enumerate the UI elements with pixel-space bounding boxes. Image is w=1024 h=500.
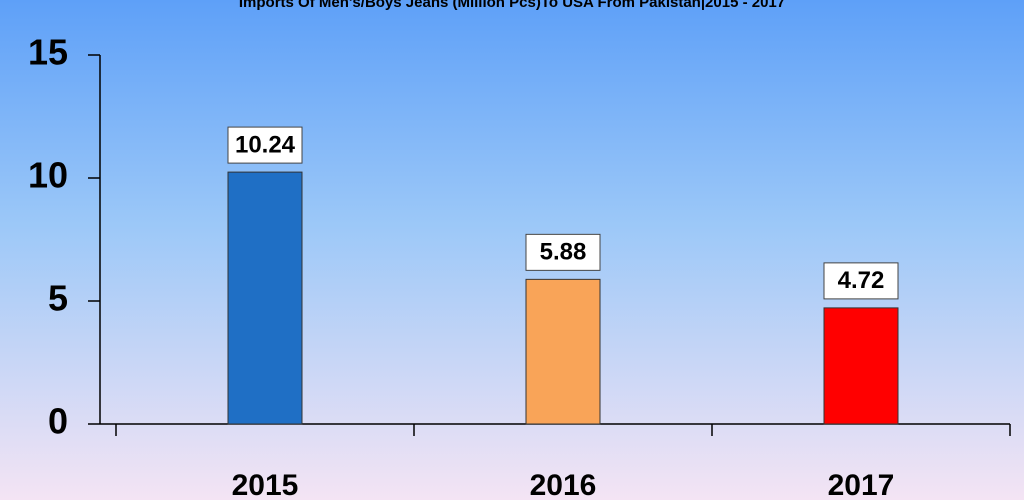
bar <box>823 307 899 425</box>
y-tick-label: 10 <box>28 155 68 196</box>
data-label: 10.24 <box>235 131 296 158</box>
x-tick-label: 2016 <box>530 469 597 500</box>
data-label: 5.88 <box>540 239 587 266</box>
data-label-box <box>227 126 303 164</box>
data-label: 4.72 <box>838 267 885 294</box>
chart-title: Imports Of Men's/Boys Jeans (Million Pcs… <box>239 0 785 11</box>
x-tick-label: 2017 <box>828 469 895 500</box>
y-tick-label: 15 <box>28 32 68 73</box>
data-label-box <box>525 233 601 271</box>
data-label-box <box>823 262 899 300</box>
x-tick-label: 2015 <box>232 469 299 500</box>
bar <box>525 278 601 425</box>
y-tick-label: 0 <box>48 401 68 442</box>
bar <box>227 171 303 425</box>
y-tick-label: 5 <box>48 278 68 319</box>
